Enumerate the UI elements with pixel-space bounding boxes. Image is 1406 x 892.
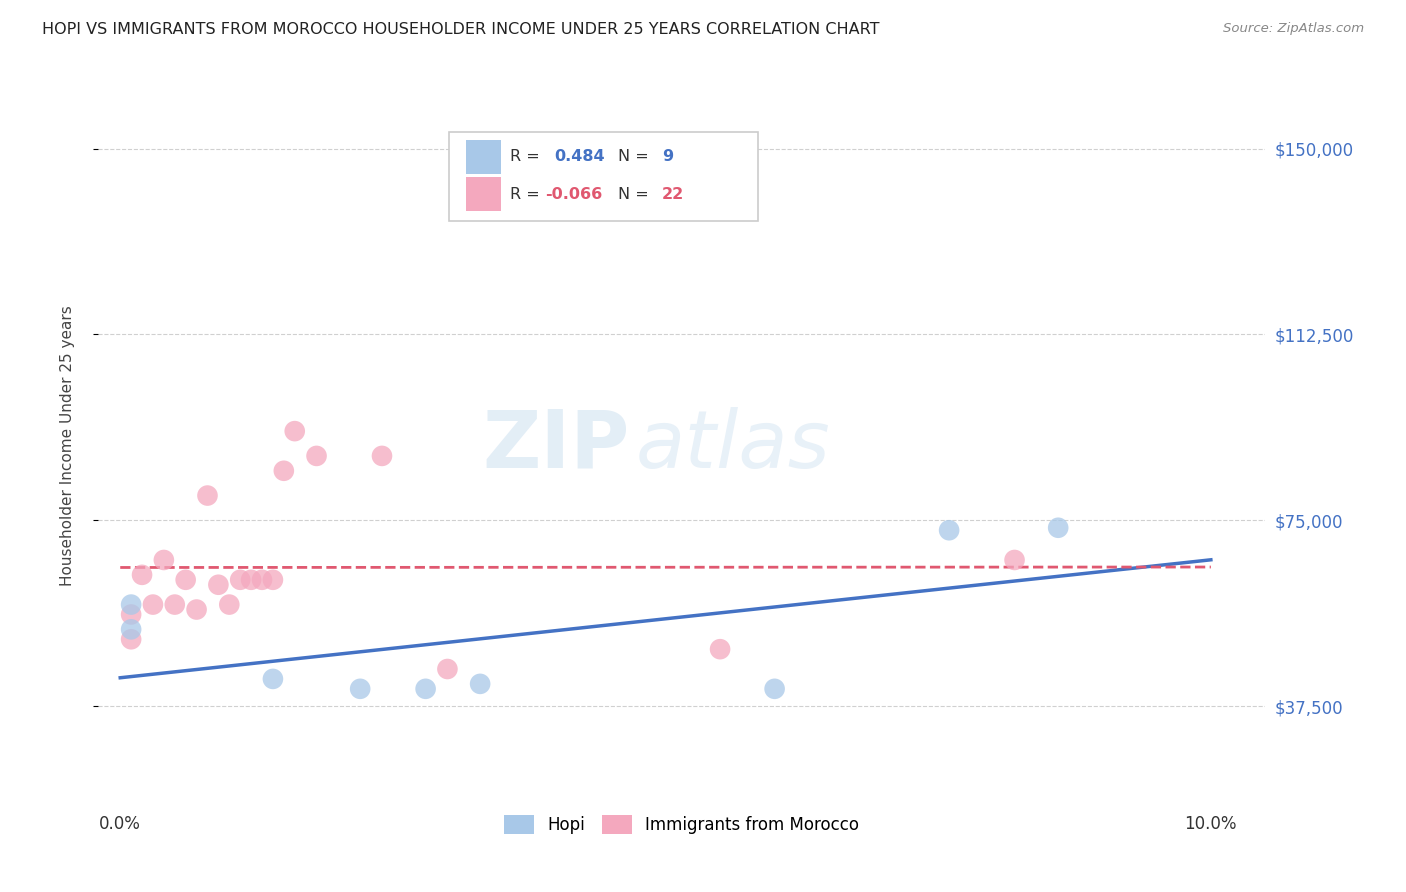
Point [250, 573, 273, 587]
Point [229, 573, 252, 587]
Text: -0.066: -0.066 [546, 186, 603, 202]
Point [174, 573, 197, 587]
Point [709, 642, 731, 657]
Text: 9: 9 [662, 150, 673, 164]
Point [305, 449, 328, 463]
Point [1047, 521, 1070, 535]
Text: 0.484: 0.484 [555, 150, 606, 164]
Point [468, 677, 491, 691]
Text: R =: R = [510, 186, 546, 202]
Text: N =: N = [617, 186, 654, 202]
Point [1004, 553, 1026, 567]
Point [262, 573, 284, 587]
Point [186, 602, 208, 616]
FancyBboxPatch shape [449, 132, 758, 221]
Point [120, 632, 142, 647]
Point [273, 464, 295, 478]
Text: N =: N = [617, 150, 654, 164]
Point [163, 598, 186, 612]
Point [131, 567, 153, 582]
Point [436, 662, 458, 676]
Text: ZIP: ZIP [482, 407, 630, 485]
Y-axis label: Householder Income Under 25 years: Householder Income Under 25 years [60, 306, 75, 586]
Point [153, 553, 176, 567]
Point [371, 449, 394, 463]
Text: HOPI VS IMMIGRANTS FROM MOROCCO HOUSEHOLDER INCOME UNDER 25 YEARS CORRELATION CH: HOPI VS IMMIGRANTS FROM MOROCCO HOUSEHOL… [42, 22, 880, 37]
Point [240, 573, 263, 587]
Point [938, 523, 960, 537]
Point [262, 672, 284, 686]
Text: 22: 22 [662, 186, 685, 202]
Text: R =: R = [510, 150, 546, 164]
Bar [465, 177, 501, 211]
Point [120, 623, 142, 637]
Bar [465, 140, 501, 174]
Point [284, 424, 307, 438]
Text: Source: ZipAtlas.com: Source: ZipAtlas.com [1223, 22, 1364, 36]
Point [120, 607, 142, 622]
Point [142, 598, 165, 612]
Text: atlas: atlas [636, 407, 830, 485]
Point [197, 489, 219, 503]
Point [218, 598, 240, 612]
Point [415, 681, 437, 696]
Point [120, 598, 142, 612]
Point [349, 681, 371, 696]
Legend: Hopi, Immigrants from Morocco: Hopi, Immigrants from Morocco [498, 808, 866, 841]
Point [207, 578, 229, 592]
Point [763, 681, 786, 696]
